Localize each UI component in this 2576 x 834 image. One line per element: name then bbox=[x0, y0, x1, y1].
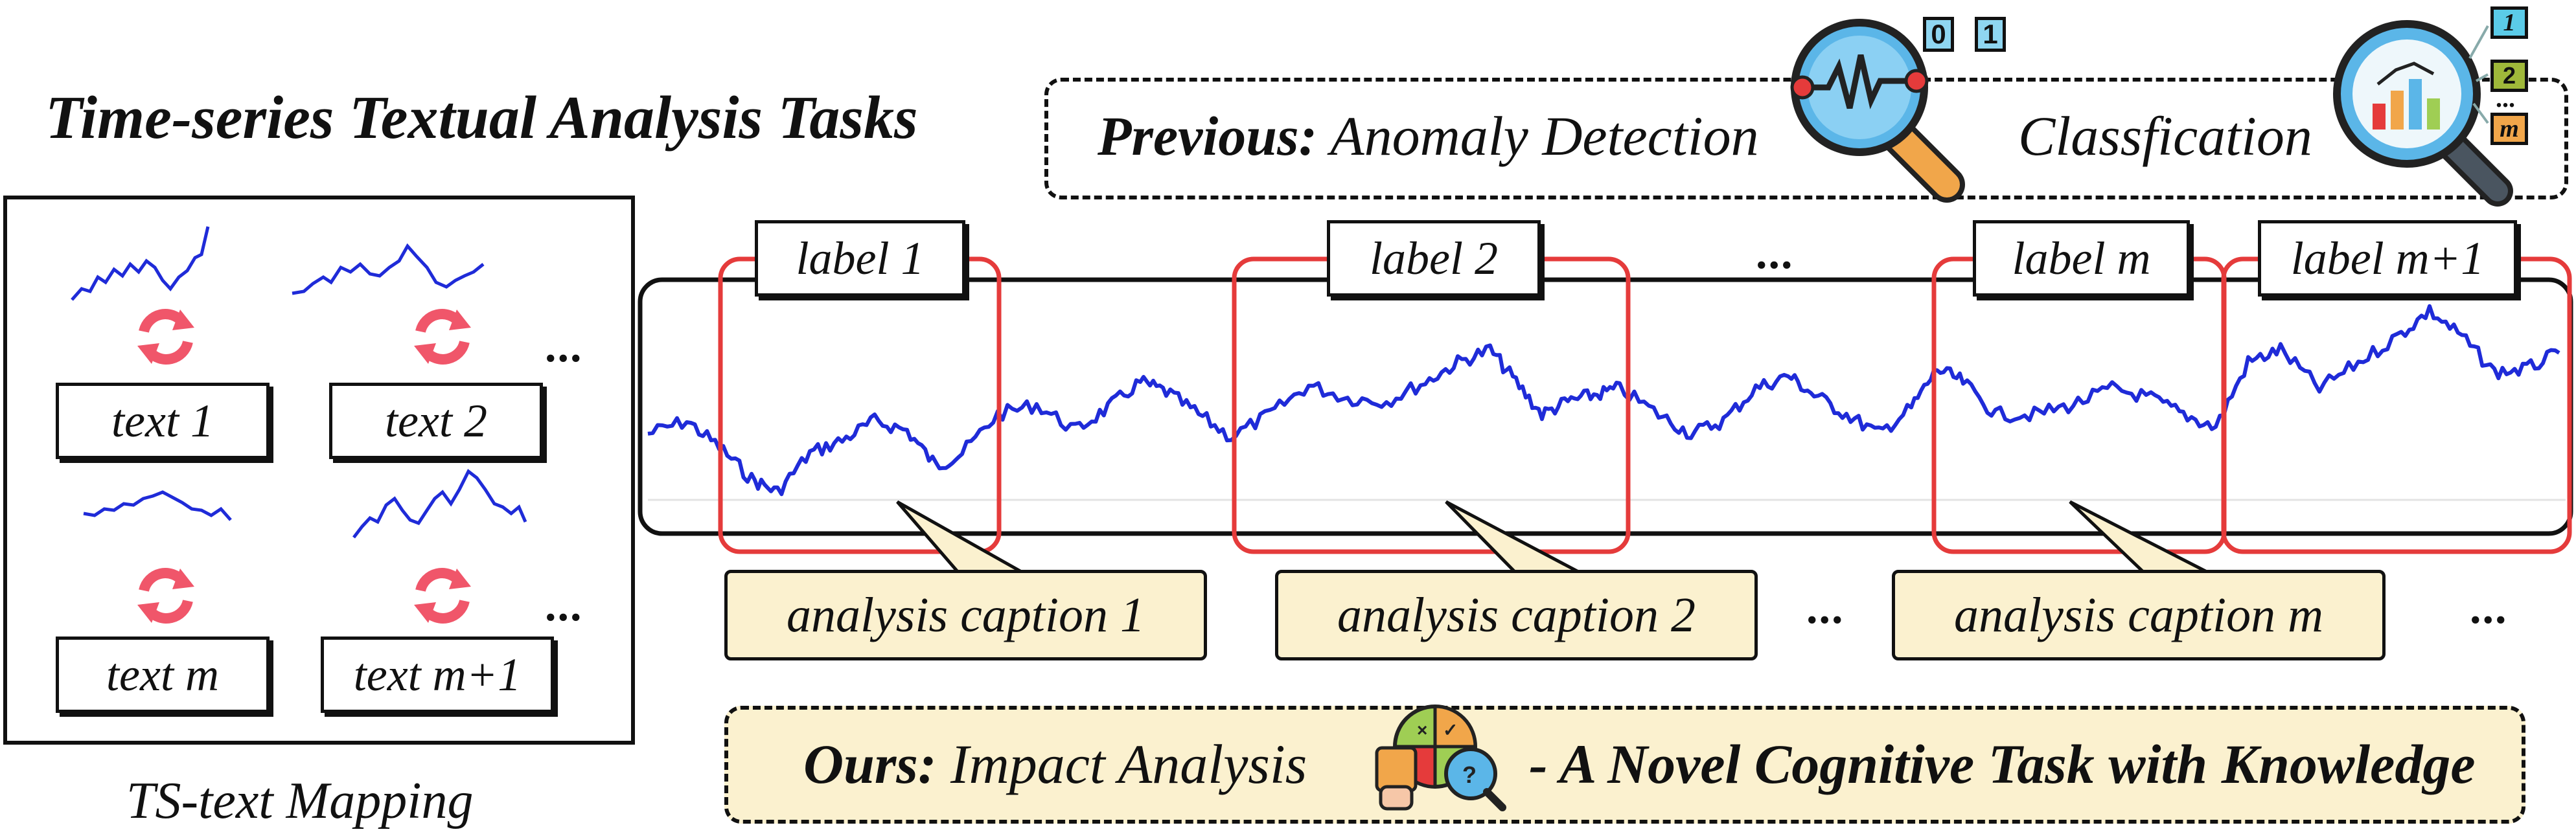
text-box-m: text m bbox=[56, 637, 270, 713]
highlight-segment-m bbox=[1931, 256, 2227, 554]
caption-pointer-1 bbox=[896, 500, 1030, 575]
classification-magnifier-icon bbox=[2333, 20, 2513, 207]
text-box-2: text 2 bbox=[329, 383, 543, 459]
text-box-m-plus-1: text m+1 bbox=[321, 637, 554, 713]
mapping-sketches bbox=[71, 226, 527, 624]
mini-series-4 bbox=[352, 469, 527, 539]
analysis-caption-m: analysis caption m bbox=[1892, 570, 2386, 660]
class-label-ellipsis: ... bbox=[2496, 84, 2515, 113]
label-ellipsis: ... bbox=[1756, 229, 1794, 278]
class-label-1: 1 bbox=[2490, 6, 2528, 39]
puzzle-knowledge-icon: × ✓ ? bbox=[1375, 704, 1506, 811]
ellipsis: ... bbox=[545, 322, 583, 372]
svg-text:✓: ✓ bbox=[1443, 720, 1458, 740]
refresh-icon bbox=[414, 309, 471, 365]
caption-pointer-m bbox=[2069, 500, 2211, 575]
mini-series-1 bbox=[71, 226, 210, 301]
caption-ellipsis: ... bbox=[2470, 583, 2508, 633]
task-classification: Classfication bbox=[2018, 105, 2312, 167]
ellipsis: ... bbox=[545, 581, 583, 631]
ours-prefix: Ours: bbox=[803, 733, 937, 795]
task-anomaly-detection: Anomaly Detection bbox=[1330, 105, 1759, 167]
caption-pointer-2 bbox=[1445, 500, 1582, 575]
segment-label-2: label 2 bbox=[1327, 220, 1541, 297]
segment-label-m: label m bbox=[1973, 220, 2190, 297]
page-title: Time-series Textual Analysis Tasks bbox=[45, 84, 918, 152]
analysis-caption-2: analysis caption 2 bbox=[1275, 570, 1758, 660]
series-frame bbox=[638, 277, 2573, 536]
ours-suffix: - A Novel Cognitive Task with Knowledge bbox=[1529, 733, 2476, 795]
refresh-icon bbox=[137, 568, 194, 624]
svg-text:?: ? bbox=[1462, 761, 1477, 788]
class-label-2: 2 bbox=[2490, 60, 2528, 92]
svg-text:×: × bbox=[1417, 720, 1427, 740]
caption-ellipsis: ... bbox=[1806, 583, 1845, 633]
anomaly-magnifier-icon bbox=[1790, 19, 1965, 203]
time-series-line bbox=[647, 304, 2560, 497]
mini-series-3 bbox=[83, 490, 232, 521]
previous-line: Previous: Anomaly Detection bbox=[1098, 104, 1759, 168]
ours-task-box bbox=[724, 706, 2525, 824]
text-box-1: text 1 bbox=[56, 383, 270, 459]
segment-label-1: label 1 bbox=[755, 220, 965, 297]
binary-label-1: 1 bbox=[1975, 17, 2006, 52]
previous-prefix: Previous: bbox=[1098, 105, 1318, 167]
highlight-segment-2 bbox=[1232, 256, 1631, 554]
mini-series-2 bbox=[292, 243, 485, 295]
highlight-segment-m-plus-1 bbox=[2221, 256, 2572, 554]
highlight-segment-1 bbox=[718, 256, 1002, 554]
ts-text-mapping-panel: text 1 text 2 text m text m+1 ... ... bbox=[3, 196, 635, 745]
binary-label-0: 0 bbox=[1923, 17, 1954, 52]
ours-line: Ours: Impact Analysis bbox=[803, 732, 1307, 796]
analysis-caption-1: analysis caption 1 bbox=[724, 570, 1207, 660]
class-label-m: m bbox=[2490, 113, 2528, 145]
ours-task: Impact Analysis bbox=[950, 733, 1307, 795]
refresh-icon bbox=[414, 568, 471, 624]
segment-label-m-plus-1: label m+1 bbox=[2258, 220, 2517, 297]
refresh-icon bbox=[137, 309, 194, 365]
mapping-caption: TS-text Mapping bbox=[126, 772, 474, 829]
